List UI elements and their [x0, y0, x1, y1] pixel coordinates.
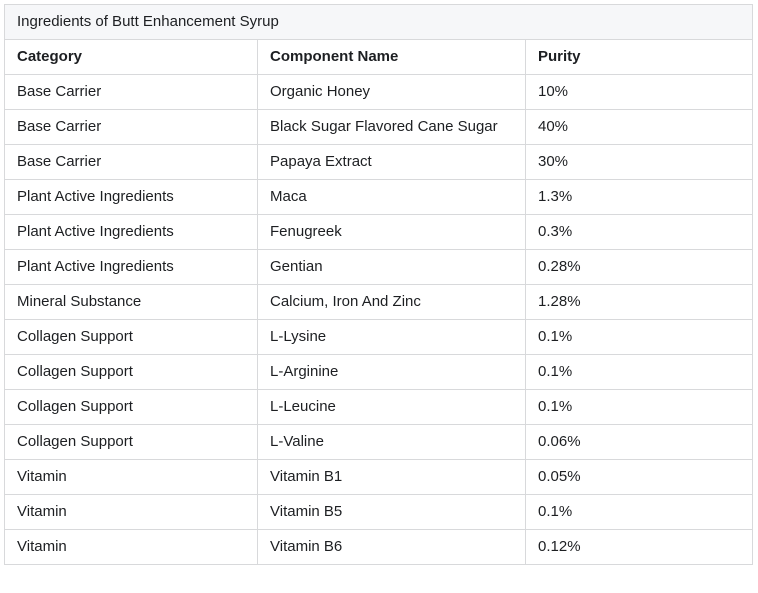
cell-purity: 0.12%: [525, 529, 753, 565]
cell-component-name: L-Lysine: [257, 319, 526, 355]
cell-category: Collagen Support: [4, 354, 258, 390]
cell-category: Mineral Substance: [4, 284, 258, 320]
cell-category: Vitamin: [4, 529, 258, 565]
cell-purity: 1.28%: [525, 284, 753, 320]
table-row: Vitamin Vitamin B5 0.1%: [4, 494, 753, 530]
table-row: Plant Active Ingredients Gentian 0.28%: [4, 249, 753, 285]
table-title-row: Ingredients of Butt Enhancement Syrup: [4, 4, 753, 40]
table-title: Ingredients of Butt Enhancement Syrup: [4, 4, 753, 40]
cell-purity: 0.1%: [525, 354, 753, 390]
page: Ingredients of Butt Enhancement Syrup Ca…: [4, 4, 753, 565]
cell-purity: 0.1%: [525, 494, 753, 530]
cell-category: Base Carrier: [4, 144, 258, 180]
cell-component-name: Organic Honey: [257, 74, 526, 110]
cell-component-name: L-Leucine: [257, 389, 526, 425]
cell-purity: 0.1%: [525, 389, 753, 425]
table-row: Collagen Support L-Valine 0.06%: [4, 424, 753, 460]
cell-category: Base Carrier: [4, 74, 258, 110]
cell-category: Collagen Support: [4, 319, 258, 355]
cell-component-name: Fenugreek: [257, 214, 526, 250]
cell-component-name: Vitamin B6: [257, 529, 526, 565]
cell-component-name: Maca: [257, 179, 526, 215]
table-row: Base Carrier Papaya Extract 30%: [4, 144, 753, 180]
cell-purity: 30%: [525, 144, 753, 180]
cell-category: Collagen Support: [4, 389, 258, 425]
cell-purity: 10%: [525, 74, 753, 110]
cell-category: Plant Active Ingredients: [4, 179, 258, 215]
cell-component-name: L-Valine: [257, 424, 526, 460]
cell-category: Plant Active Ingredients: [4, 249, 258, 285]
cell-component-name: Calcium, Iron And Zinc: [257, 284, 526, 320]
cell-purity: 40%: [525, 109, 753, 145]
cell-category: Vitamin: [4, 459, 258, 495]
column-header-component-name: Component Name: [257, 39, 526, 75]
cell-component-name: L-Arginine: [257, 354, 526, 390]
cell-purity: 0.1%: [525, 319, 753, 355]
cell-category: Plant Active Ingredients: [4, 214, 258, 250]
table-row: Base Carrier Black Sugar Flavored Cane Su…: [4, 109, 753, 145]
table-row: Collagen Support L-Lysine 0.1%: [4, 319, 753, 355]
cell-component-name: Papaya Extract: [257, 144, 526, 180]
cell-category: Collagen Support: [4, 424, 258, 460]
cell-component-name: Vitamin B5: [257, 494, 526, 530]
cell-purity: 0.3%: [525, 214, 753, 250]
cell-category: Vitamin: [4, 494, 258, 530]
cell-purity: 0.28%: [525, 249, 753, 285]
table-row: Collagen Support L-Leucine 0.1%: [4, 389, 753, 425]
ingredients-table: Ingredients of Butt Enhancement Syrup Ca…: [4, 4, 753, 565]
cell-purity: 0.06%: [525, 424, 753, 460]
table-row: Plant Active Ingredients Fenugreek 0.3%: [4, 214, 753, 250]
table-row: Vitamin Vitamin B1 0.05%: [4, 459, 753, 495]
header-row: Category Component Name Purity: [4, 39, 753, 75]
cell-component-name: Vitamin B1: [257, 459, 526, 495]
column-header-purity: Purity: [525, 39, 753, 75]
table-row: Collagen Support L-Arginine 0.1%: [4, 354, 753, 390]
table-row: Vitamin Vitamin B6 0.12%: [4, 529, 753, 565]
table-row: Base Carrier Organic Honey 10%: [4, 74, 753, 110]
column-header-category: Category: [4, 39, 258, 75]
table-body: Base Carrier Organic Honey 10% Base Carrier…: [4, 74, 753, 565]
table-row: Mineral Substance Calcium, Iron And Zinc 1…: [4, 284, 753, 320]
cell-purity: 1.3%: [525, 179, 753, 215]
table-row: Plant Active Ingredients Maca 1.3%: [4, 179, 753, 215]
cell-component-name: Gentian: [257, 249, 526, 285]
cell-purity: 0.05%: [525, 459, 753, 495]
cell-category: Base Carrier: [4, 109, 258, 145]
cell-component-name: Black Sugar Flavored Cane Sugar: [257, 109, 526, 145]
